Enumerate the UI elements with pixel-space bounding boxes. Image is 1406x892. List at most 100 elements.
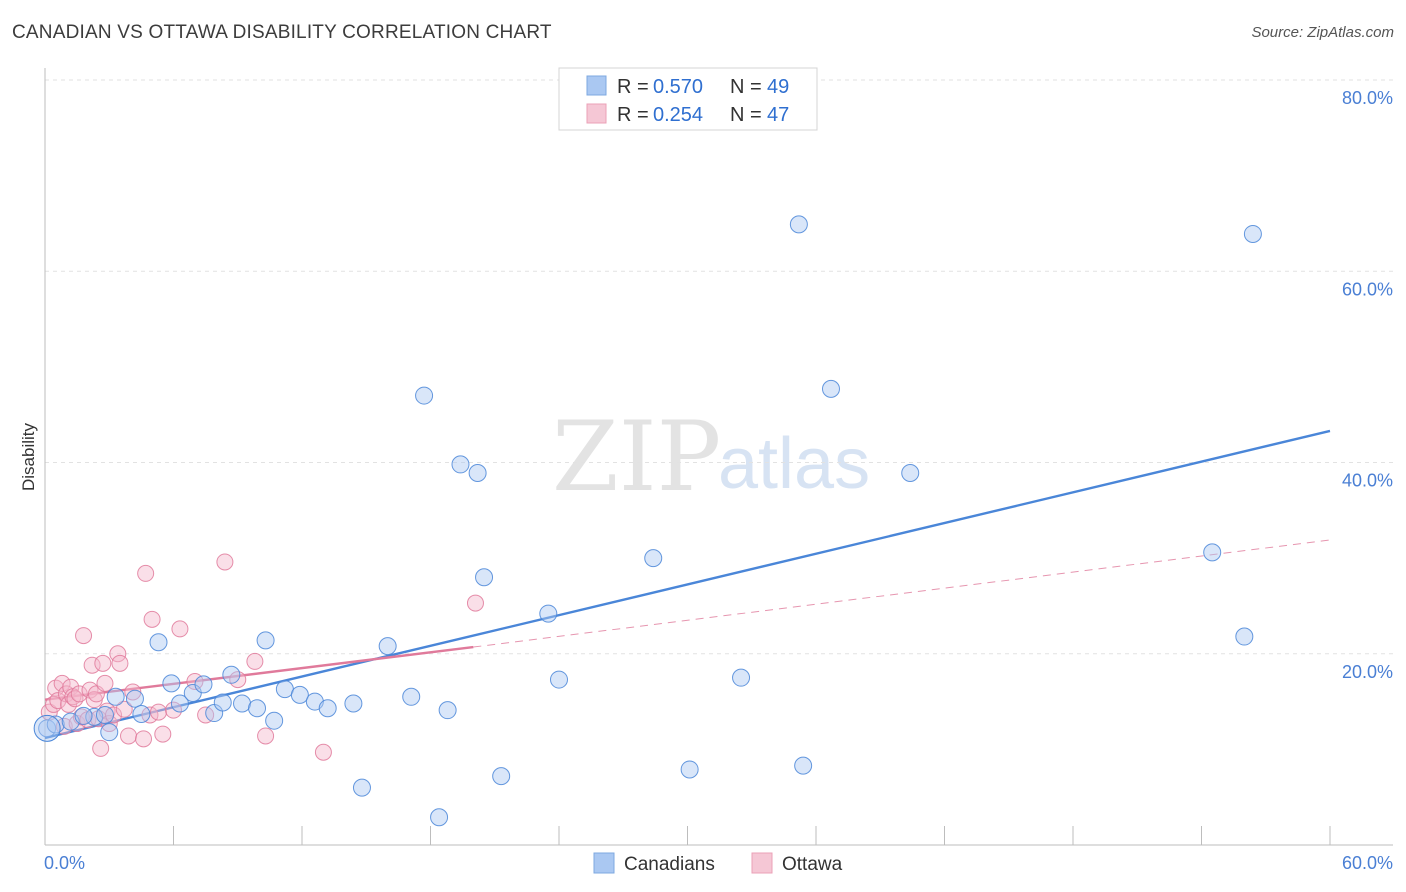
data-point-canadians — [415, 386, 434, 405]
data-point-canadians — [352, 778, 371, 797]
legend-r-label: R = — [617, 76, 649, 98]
data-point-ottawa — [60, 695, 78, 713]
trendlines — [44, 429, 1331, 740]
data-point-canadians — [275, 680, 294, 699]
data-point-canadians — [265, 711, 284, 730]
data-point-canadians — [1243, 224, 1262, 243]
legend-n-label: N = — [730, 104, 762, 126]
data-point-canadians — [492, 767, 511, 786]
trendline-ottawa — [473, 539, 1331, 648]
data-point-canadians — [222, 665, 241, 684]
y-tick-label: 60.0% — [1342, 279, 1393, 299]
data-point-ottawa — [92, 739, 110, 757]
data-point-ottawa — [96, 674, 114, 692]
data-point-ottawa — [111, 654, 129, 672]
data-point-ottawa — [143, 610, 161, 628]
data-point-canadians — [1235, 627, 1254, 646]
data-point-canadians — [132, 704, 151, 723]
x-ticks — [44, 826, 1331, 845]
data-point-ottawa — [120, 727, 138, 745]
legend-r-value: 0.570 — [653, 76, 703, 98]
legend-r-value: 0.254 — [653, 104, 703, 126]
data-point-canadians — [378, 637, 397, 656]
data-point-canadians — [539, 604, 558, 623]
bottom-legend-label-canadians: Canadians — [624, 854, 715, 875]
correlation-legend: R = 0.570 N = 49 R = 0.254 N = 47 — [558, 67, 818, 131]
data-point-ottawa — [216, 553, 234, 571]
data-point-canadians — [475, 568, 494, 587]
data-point-ottawa — [137, 564, 155, 582]
legend-swatch-canadians — [586, 75, 607, 96]
gridlines — [45, 79, 1393, 655]
series-legend: Canadians Ottawa — [593, 852, 843, 875]
source-label: Source: ZipAtlas.com — [1251, 24, 1394, 41]
legend-swatch-ottawa — [586, 103, 607, 124]
data-point-canadians — [125, 689, 144, 708]
data-point-canadians — [318, 699, 337, 718]
data-point-canadians — [256, 631, 275, 650]
data-point-canadians — [794, 756, 813, 775]
data-point-ottawa — [171, 620, 189, 638]
data-point-ottawa — [154, 725, 172, 743]
trendline-ottawa — [44, 645, 474, 701]
data-point-canadians — [162, 674, 181, 693]
data-point-canadians — [732, 668, 751, 687]
data-point-canadians — [680, 760, 699, 779]
data-point-canadians — [438, 701, 457, 720]
bottom-legend-swatch-ottawa — [751, 852, 773, 874]
data-point-canadians — [901, 464, 920, 483]
data-point-ottawa — [165, 701, 182, 719]
data-point-canadians — [213, 693, 232, 712]
data-point-canadians — [1203, 543, 1222, 562]
data-point-canadians — [194, 675, 213, 694]
data-point-canadians — [248, 699, 267, 718]
data-point-canadians — [95, 705, 114, 724]
data-point-ottawa — [115, 700, 133, 718]
data-point-ottawa — [246, 652, 264, 670]
data-point-canadians — [550, 670, 568, 689]
watermark-atlas: atlas — [718, 424, 870, 504]
trendline-canadians — [44, 429, 1331, 740]
y-tick-label: 80.0% — [1342, 88, 1393, 108]
data-point-ottawa — [314, 743, 332, 761]
data-points — [33, 215, 1262, 827]
data-point-ottawa — [75, 627, 93, 645]
data-point-ottawa — [150, 703, 168, 721]
data-point-canadians — [74, 706, 93, 725]
bottom-legend-swatch-canadians — [593, 852, 615, 874]
chart-title: CANADIAN VS OTTAWA DISABILITY CORRELATIO… — [12, 22, 552, 43]
data-point-canadians — [789, 215, 808, 234]
data-point-ottawa — [83, 656, 101, 674]
data-point-ottawa — [257, 727, 275, 745]
data-point-ottawa — [70, 685, 88, 703]
data-point-canadians — [170, 694, 189, 713]
data-point-ottawa — [466, 594, 484, 612]
data-point-canadians — [33, 714, 61, 742]
y-tick-label: 40.0% — [1342, 471, 1393, 491]
y-tick-labels: 20.0% 40.0% 60.0% 80.0% — [1342, 88, 1393, 682]
data-point-canadians — [402, 687, 421, 706]
y-tick-label: 20.0% — [1342, 662, 1393, 682]
x-tick-label-min: 0.0% — [44, 853, 85, 873]
data-point-canadians — [821, 379, 840, 398]
data-point-canadians — [100, 723, 119, 742]
data-point-canadians — [344, 694, 363, 713]
legend-n-label: N = — [730, 76, 762, 98]
data-point-ottawa — [53, 674, 71, 692]
legend-n-value: 47 — [767, 104, 789, 126]
data-point-canadians — [644, 549, 663, 568]
legend-n-value: 49 — [767, 76, 789, 98]
data-point-canadians — [106, 687, 125, 706]
x-tick-label-max: 60.0% — [1342, 853, 1393, 873]
data-point-canadians — [430, 808, 449, 827]
data-point-canadians — [233, 694, 252, 713]
data-point-ottawa — [94, 654, 112, 672]
data-point-canadians — [38, 719, 57, 738]
data-point-canadians — [468, 464, 487, 483]
data-point-ottawa — [135, 730, 153, 748]
legend-r-label: R = — [617, 104, 649, 126]
y-axis-label: Disability — [19, 422, 38, 491]
data-point-canadians — [149, 633, 168, 652]
data-point-canadians — [290, 685, 309, 704]
